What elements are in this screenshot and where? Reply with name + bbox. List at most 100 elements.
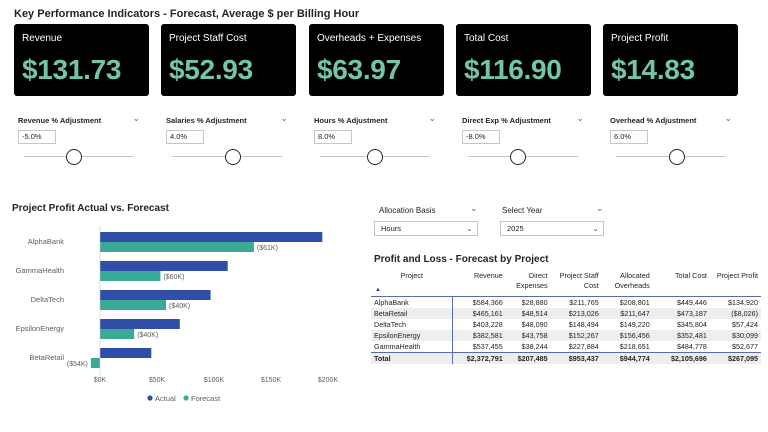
slicer-label: Hours % Adjustment — [314, 116, 388, 125]
table-row[interactable]: DeltaTech $403,228 $48,090 $148,494 $149… — [371, 318, 761, 330]
slider-thumb[interactable] — [668, 149, 685, 165]
bar-forecast[interactable] — [100, 300, 167, 310]
column-header-direct-expenses[interactable]: Direct Expenses — [505, 270, 551, 297]
bar-forecast[interactable] — [100, 242, 254, 252]
cell-total-cost: $449,446 — [676, 297, 707, 307]
chevron-down-icon[interactable]: ⌄ — [280, 113, 288, 123]
select-year-label: Select Year — [502, 206, 543, 215]
slicer-label: Overhead % Adjustment — [610, 116, 697, 125]
column-header-project[interactable]: Project ▲ — [371, 270, 453, 297]
legend-swatch — [147, 395, 153, 401]
bar-actual[interactable] — [100, 290, 211, 300]
chevron-down-icon[interactable]: ⌄ — [132, 113, 140, 123]
kpi-label: Overheads + Expenses — [317, 33, 422, 44]
x-tick-label: $200K — [318, 377, 339, 384]
chevron-down-icon[interactable]: ⌄ — [724, 113, 732, 123]
kpi-card-project-staff-cost: Project Staff Cost $52.93 — [161, 24, 296, 96]
category-label: GammaHealth — [16, 266, 64, 275]
kpi-value: $14.83 — [611, 54, 695, 85]
cell-project-profit: $52,677 — [732, 341, 758, 351]
slicer-value-input[interactable]: 8.0% — [314, 130, 352, 144]
cell-project: EpsilonEnergy — [371, 329, 454, 341]
cell-total-project-staff-cost: $953,437 — [550, 351, 602, 364]
cell-direct-expenses: $48,514 — [505, 307, 551, 319]
column-header-revenue[interactable]: Revenue — [452, 270, 506, 297]
cell-revenue: $465,161 — [452, 307, 506, 319]
cell-allocated-overheads: $149,220 — [619, 319, 650, 329]
x-tick-label: $0K — [94, 377, 107, 384]
column-header-allocated-overheads[interactable]: Allocated Overheads — [601, 270, 653, 297]
chevron-down-icon[interactable]: ⌄ — [470, 203, 478, 213]
cell-allocated-overheads: $218,651 — [619, 341, 650, 351]
chevron-down-icon[interactable]: ⌄ — [428, 113, 436, 123]
slicer-value-input[interactable]: -5.0% — [18, 130, 56, 144]
cell-direct-expenses: $48,090 — [521, 319, 548, 329]
cell-revenue: $537,455 — [472, 341, 503, 351]
kpi-card-project-profit: Project Profit $14.83 — [603, 24, 738, 96]
column-header-total-cost[interactable]: Total Cost — [652, 270, 710, 297]
chevron-down-icon[interactable]: ⌄ — [596, 203, 604, 213]
legend-label: Actual — [155, 394, 176, 403]
data-label: ($61K) — [257, 245, 278, 252]
cell-project: GammaHealth — [371, 340, 454, 352]
cell-total-cost: $473,187 — [652, 307, 710, 319]
allocation-basis-dropdown[interactable]: Hours ⌄ — [374, 221, 478, 236]
cell-project-staff-cost: $152,267 — [550, 329, 602, 341]
bar-forecast[interactable] — [100, 271, 161, 281]
slider-thumb[interactable] — [224, 149, 241, 165]
kpi-value: $131.73 — [22, 54, 122, 85]
bar-actual[interactable] — [100, 319, 180, 329]
cell-project-profit: $134,920 — [728, 297, 758, 307]
cell-total-cost: $484,778 — [676, 341, 707, 351]
allocation-basis-value: Hours — [381, 224, 402, 233]
data-label: ($40K) — [169, 303, 190, 310]
kpi-value: $63.97 — [317, 54, 401, 85]
kpi-label: Project Profit — [611, 33, 669, 44]
cell-allocated-overheads: $211,647 — [601, 307, 653, 319]
bar-actual[interactable] — [100, 348, 152, 358]
slicer-value-input[interactable]: 6.0% — [610, 130, 648, 144]
table-header-row: Project ▲ Revenue Direct Expenses Project… — [371, 270, 761, 297]
x-tick-label: $50K — [149, 377, 166, 384]
cell-total-direct-expenses: $207,485 — [505, 351, 551, 364]
slider-thumb[interactable] — [509, 149, 526, 165]
table-row[interactable]: BetaRetail $465,161 $48,514 $213,026 $21… — [371, 307, 761, 319]
cell-project-staff-cost: $211,765 — [569, 297, 599, 307]
cell-direct-expenses: $38,244 — [521, 341, 548, 351]
slicer-direct-exp-adjustment: Direct Exp % Adjustment ⌄ -8.0% — [458, 112, 588, 170]
category-label: BetaRetail — [29, 353, 64, 362]
bar-actual[interactable] — [100, 232, 323, 242]
sort-ascending-icon[interactable]: ▲ — [375, 286, 381, 293]
cell-total-cost: $345,804 — [676, 319, 707, 329]
table-row[interactable]: EpsilonEnergy $382,581 $43,758 $152,267 … — [371, 329, 761, 341]
slicer-value-input[interactable]: 4.0% — [166, 130, 204, 144]
bar-forecast[interactable] — [100, 329, 135, 339]
kpi-label: Project Staff Cost — [169, 33, 247, 44]
kpi-card-overheads-expenses: Overheads + Expenses $63.97 — [309, 24, 444, 96]
kpi-label: Total Cost — [464, 33, 509, 44]
table-total-row: Total $2,372,791 $207,485 $953,437 $944,… — [371, 351, 761, 364]
slicer-label: Revenue % Adjustment — [18, 116, 102, 125]
column-header-project-staff-cost[interactable]: Project Staff Cost — [550, 270, 602, 297]
slider-thumb[interactable] — [367, 149, 383, 165]
slider-thumb[interactable] — [65, 149, 82, 165]
table-row[interactable]: GammaHealth $537,455 $38,244 $227,884 $2… — [371, 340, 761, 352]
chevron-down-icon: ⌄ — [466, 224, 473, 233]
select-year-value: 2025 — [507, 224, 524, 233]
slicer-value-input[interactable]: -8.0% — [462, 130, 500, 144]
legend-swatch — [183, 395, 189, 401]
slicer-salaries-adjustment: Salaries % Adjustment ⌄ 4.0% — [162, 112, 292, 170]
column-header-project-profit[interactable]: Project Profit — [709, 270, 761, 297]
bar-forecast[interactable] — [90, 358, 100, 368]
chevron-down-icon[interactable]: ⌄ — [576, 113, 584, 123]
cell-project: DeltaTech — [371, 318, 454, 330]
select-year-dropdown[interactable]: 2025 ⌄ — [500, 221, 604, 236]
kpi-value: $52.93 — [169, 54, 253, 85]
category-label: EpsilonEnergy — [16, 324, 65, 333]
table-row[interactable]: AlphaBank $584,366 $28,880 $211,765 $208… — [371, 296, 761, 308]
cell-project: BetaRetail — [371, 307, 454, 319]
bar-actual[interactable] — [100, 261, 228, 271]
cell-revenue: $584,366 — [472, 297, 503, 307]
profit-loss-table: Project ▲ Revenue Direct Expenses Project… — [371, 270, 761, 364]
x-tick-label: $150K — [261, 377, 282, 384]
